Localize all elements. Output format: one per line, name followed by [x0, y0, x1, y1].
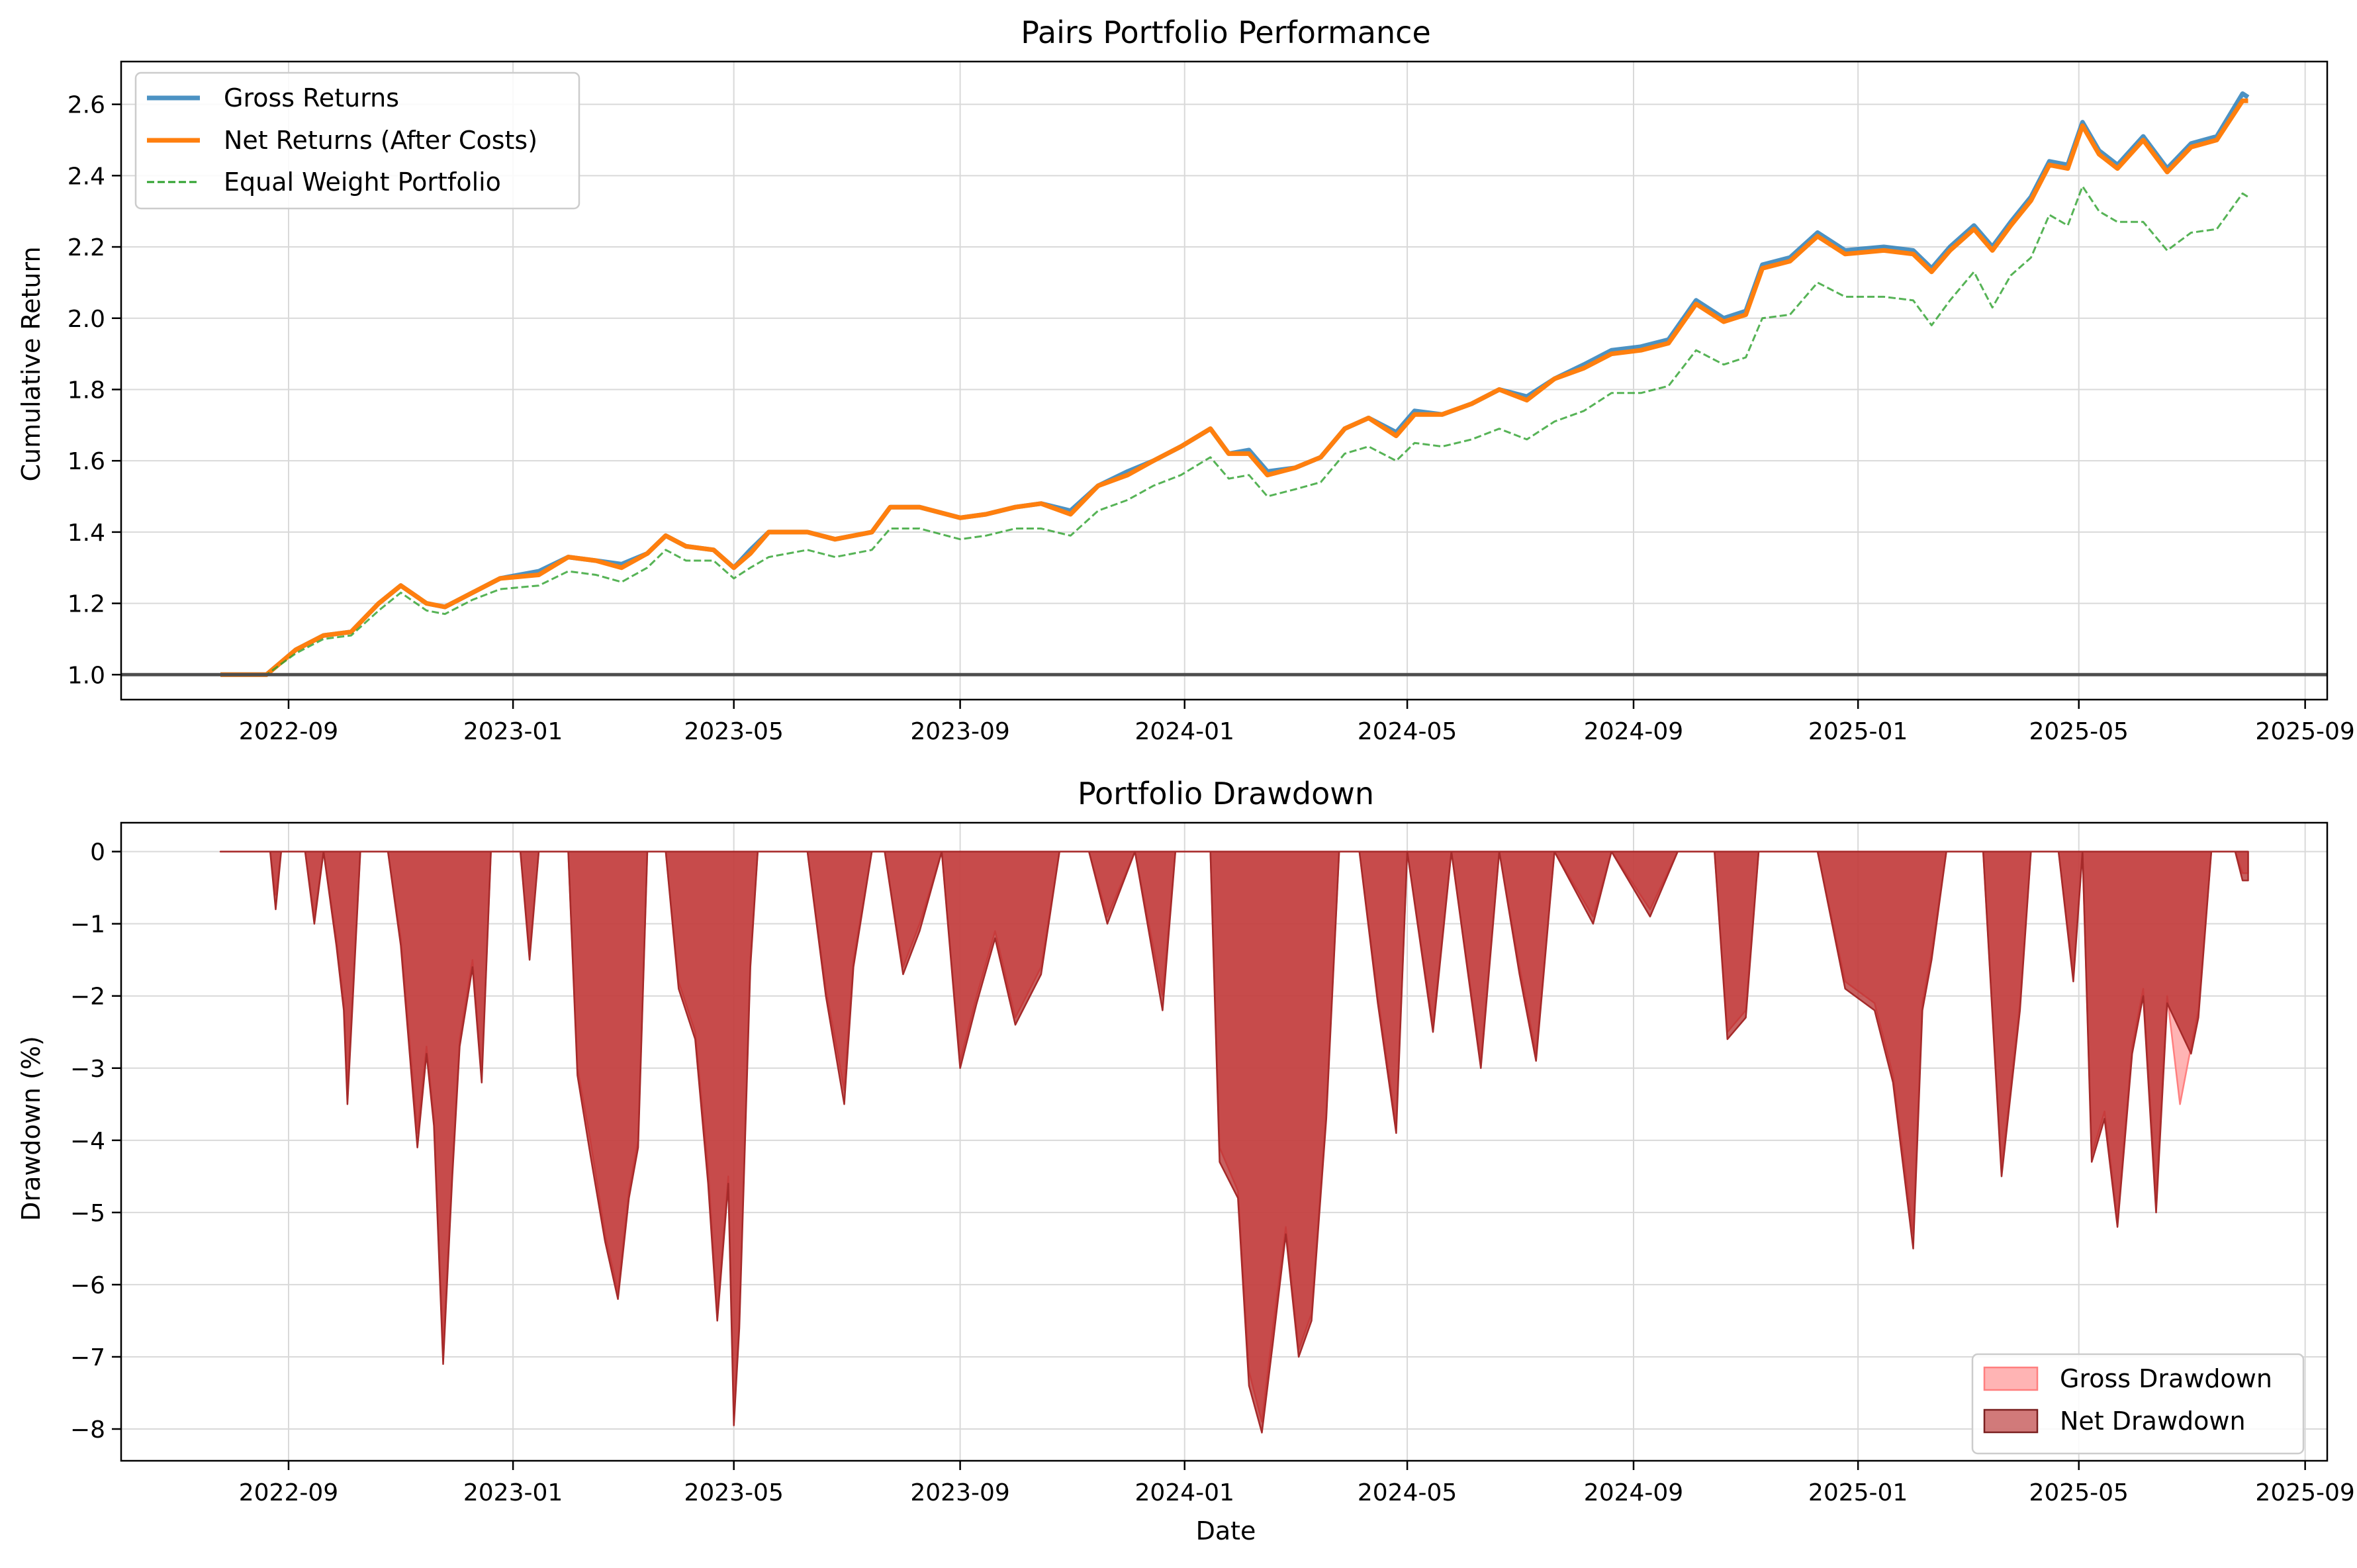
y-tick-label: −6 — [70, 1272, 105, 1299]
legend-swatch-net-drawdown — [1983, 1408, 2039, 1434]
y-tick-label: 0 — [90, 839, 105, 866]
drawdown-y-ticks: 0 −1 −2 −3 −4 −5 −6 −7 −8 — [70, 839, 121, 1444]
y-tick-label: 1.0 — [68, 662, 105, 689]
x-tick-label: 2025-01 — [1808, 1479, 1908, 1506]
y-tick-label: 1.4 — [68, 520, 105, 547]
performance-x-ticks: 2022-09 2023-01 2023-05 2023-09 2024-01 2024-… — [239, 700, 2355, 745]
performance-y-ticks: 1.0 1.2 1.4 1.6 1.8 2.0 2.2 2.4 2.6 — [68, 92, 121, 689]
x-tick-label: 2023-05 — [684, 718, 783, 745]
x-tick-label: 2022-09 — [239, 718, 338, 745]
x-tick-label: 2025-01 — [1808, 718, 1908, 745]
legend-label-equal-weight: Equal Weight Portfolio — [224, 167, 501, 197]
y-tick-label: −5 — [70, 1200, 105, 1227]
drawdown-axes-frame — [120, 821, 2329, 1462]
x-tick-label: 2023-01 — [463, 718, 563, 745]
y-tick-label: −2 — [70, 984, 105, 1011]
x-tick-label: 2023-09 — [910, 718, 1009, 745]
y-tick-label: 2.4 — [68, 163, 105, 190]
x-tick-label: 2023-05 — [684, 1479, 783, 1506]
x-tick-label: 2025-09 — [2255, 718, 2354, 745]
y-tick-label: 1.6 — [68, 448, 105, 475]
y-tick-label: 2.2 — [68, 234, 105, 261]
drawdown-x-axis-label: Date — [1196, 1516, 1256, 1545]
performance-chart-title: Pairs Portfolio Performance — [1021, 15, 1431, 50]
performance-plot-area — [121, 91, 2327, 677]
drawdown-x-ticks: 2022-09 2023-01 2023-05 2023-09 2024-01 2024-… — [239, 1461, 2355, 1506]
x-tick-label: 2024-09 — [1584, 718, 1683, 745]
x-tick-label: 2024-01 — [1135, 1479, 1234, 1506]
series-line-net-returns-after-costs — [220, 98, 2248, 677]
y-tick-label: −7 — [70, 1344, 105, 1371]
drawdown-legend: Gross Drawdown Net Drawdown — [1971, 1353, 2305, 1455]
y-tick-label: 2.0 — [68, 306, 105, 333]
x-tick-label: 2024-09 — [1584, 1479, 1683, 1506]
performance-legend: Gross Returns Net Returns (After Costs) … — [134, 71, 580, 210]
series-line-equal-weight-portfolio — [220, 185, 2249, 676]
x-tick-label: 2022-09 — [239, 1479, 338, 1506]
legend-label-gross-drawdown: Gross Drawdown — [2060, 1364, 2272, 1393]
x-tick-label: 2023-09 — [910, 1479, 1009, 1506]
performance-y-axis-label: Cumulative Return — [17, 246, 46, 481]
x-tick-label: 2025-05 — [2029, 718, 2129, 745]
x-tick-label: 2025-09 — [2255, 1479, 2354, 1506]
y-tick-label: −4 — [70, 1128, 105, 1155]
y-tick-label: −3 — [70, 1056, 105, 1083]
series-area-net-drawdown — [219, 851, 2249, 1434]
y-tick-label: 2.6 — [68, 92, 105, 119]
performance-legend-box — [134, 71, 580, 210]
x-tick-label: 2024-01 — [1135, 718, 1234, 745]
legend-label-net-returns: Net Returns (After Costs) — [224, 126, 537, 155]
x-tick-label: 2023-01 — [463, 1479, 563, 1506]
x-tick-label: 2025-05 — [2029, 1479, 2129, 1506]
legend-label-net-drawdown: Net Drawdown — [2060, 1407, 2246, 1436]
legend-swatch-gross-drawdown — [1983, 1366, 2039, 1391]
drawdown-y-axis-label: Drawdown (%) — [17, 1036, 46, 1221]
y-tick-label: 1.2 — [68, 591, 105, 618]
y-tick-label: 1.8 — [68, 377, 105, 404]
drawdown-chart-title: Portfolio Drawdown — [1078, 776, 1374, 811]
y-tick-label: −8 — [70, 1416, 105, 1444]
performance-axes-frame — [120, 60, 2329, 701]
drawdown-chart: Portfolio Drawdown 2022-09 2023-01 2023-05… — [17, 776, 2355, 1545]
y-tick-label: −1 — [70, 911, 105, 939]
performance-chart: Pairs Portfolio Performance 2022-09 2023-… — [17, 15, 2355, 745]
x-tick-label: 2024-05 — [1358, 1479, 1457, 1506]
legend-label-gross-returns: Gross Returns — [224, 83, 399, 113]
drawdown-legend-box — [1971, 1353, 2305, 1455]
drawdown-plot-area — [219, 851, 2249, 1434]
x-tick-label: 2024-05 — [1358, 718, 1457, 745]
